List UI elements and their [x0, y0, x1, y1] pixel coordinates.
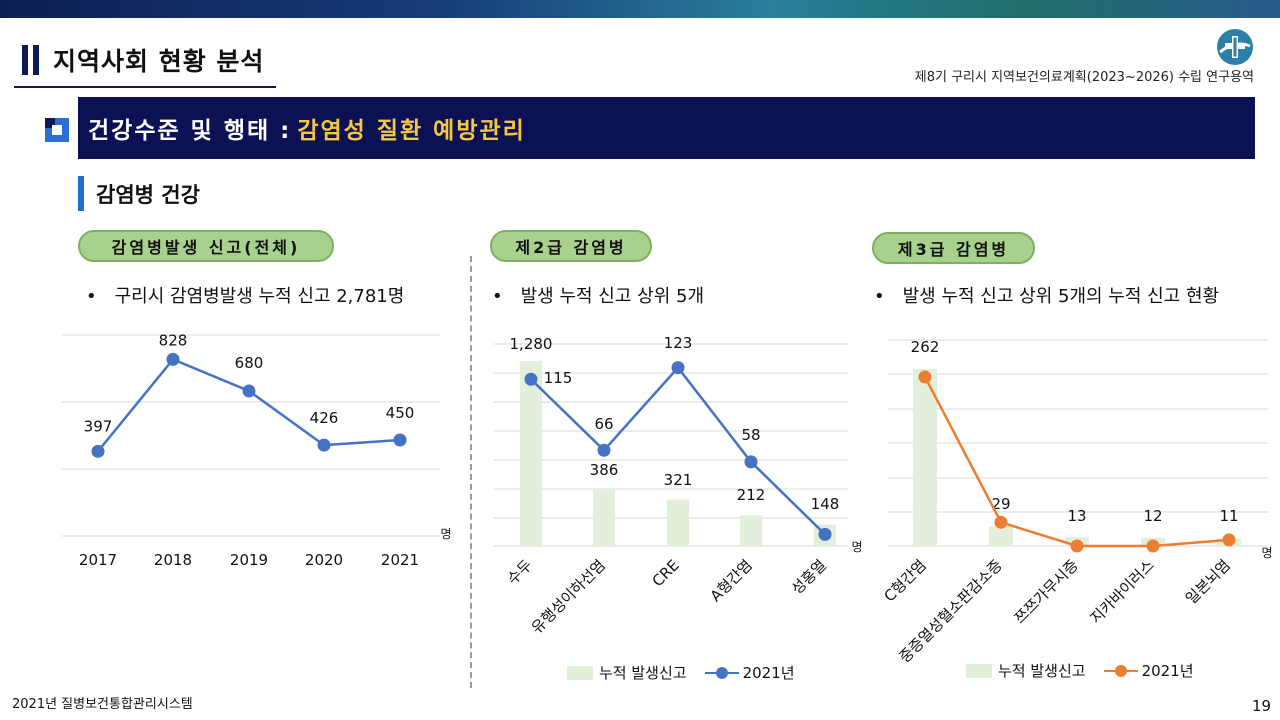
bar-label: 12 [1143, 507, 1162, 525]
x-tick-label: 쯔쯔가무시증 [1011, 556, 1082, 627]
sub-heading-marker [78, 176, 84, 211]
bar-label: 212 [737, 486, 766, 504]
data-point [1222, 533, 1236, 547]
legend-line-label: 2021년 [1141, 662, 1194, 680]
bar [667, 499, 689, 546]
source-footer: 2021년 질병보건통합관리시스템 [12, 697, 193, 712]
line-label: 66 [594, 415, 613, 433]
data-label: 828 [159, 331, 188, 349]
legend-bar-label: 누적 발생신고 [599, 664, 687, 682]
bar-label: 11 [1219, 507, 1238, 525]
data-point [242, 384, 256, 398]
line-label: 58 [741, 426, 760, 444]
x-tick-label: 2021 [381, 551, 419, 569]
panel-3-bullet: • 발생 누적 신고 상위 5개의 누적 신고 현황 [874, 286, 1220, 307]
data-point [166, 352, 180, 366]
legend-bar-swatch [966, 663, 992, 678]
data-point [744, 455, 758, 469]
x-tick-label: C형간염 [880, 556, 929, 605]
bar [520, 361, 542, 546]
unit-label: 명 [1261, 546, 1272, 560]
cross-emblem-icon [1217, 29, 1253, 65]
data-point [597, 443, 611, 457]
bar [989, 526, 1013, 546]
bar [913, 368, 937, 546]
x-tick-label: 일본뇌염 [1182, 556, 1234, 608]
report-subtitle: 제8기 구리시 지역보건의료계획(2023~2026) 수립 연구용역 [914, 70, 1254, 85]
panel-3-bullet-text: 발생 누적 신고 상위 5개의 누적 신고 현황 [902, 286, 1220, 307]
chart-3-legend: 누적 발생신고 2021년 [966, 660, 1194, 681]
data-point [1146, 539, 1160, 553]
panel-2-pill: 제2급 감염병 [490, 230, 652, 262]
data-point [524, 372, 538, 386]
data-label: 450 [386, 404, 415, 422]
banner-text-main: 건강수준 및 행태 : [88, 118, 292, 144]
legend-bar-label: 누적 발생신고 [998, 662, 1086, 680]
data-point [994, 515, 1008, 529]
data-point [818, 527, 832, 541]
line-label: 123 [664, 334, 693, 352]
sub-heading-text: 감염병 건강 [96, 182, 200, 207]
section-title-underline [14, 86, 276, 88]
bar-label: 1,280 [510, 335, 553, 353]
data-point [393, 433, 407, 447]
banner-text-highlight: 감염성 질환 예방관리 [297, 118, 526, 144]
bar-label: 29 [991, 495, 1010, 513]
bar-label: 386 [590, 461, 619, 479]
data-point [317, 438, 331, 452]
data-point [1070, 539, 1084, 553]
bar-label: 13 [1067, 507, 1086, 525]
x-tick-label: 2017 [79, 551, 117, 569]
data-label: 426 [310, 409, 339, 427]
unit-label: 명 [851, 540, 862, 554]
bar-label: 262 [911, 338, 940, 356]
x-tick-label: 지카바이러스 [1087, 556, 1158, 627]
bar-label: 321 [664, 471, 693, 489]
data-point [918, 370, 932, 384]
chart-2-legend: 누적 발생신고 2021년 [567, 662, 795, 683]
bar [740, 515, 762, 546]
panel-2-bullet: • 발생 누적 신고 상위 5개 [492, 286, 705, 307]
sub-heading: 감염병 건강 [78, 176, 200, 211]
x-tick-label: 2019 [230, 551, 268, 569]
panel-1-pill: 감염병발생 신고(전체) [78, 230, 334, 262]
panel-2-bullet-text: 발생 누적 신고 상위 5개 [520, 286, 705, 307]
topic-banner: 건강수준 및 행태 : 감염성 질환 예방관리 [78, 97, 1255, 159]
legend-line-swatch [704, 666, 739, 679]
section-title: 지역사회 현황 분석 [22, 42, 264, 78]
banner-square-icon [45, 118, 69, 142]
x-tick-label: 2020 [305, 551, 343, 569]
section-title-marker [22, 45, 39, 75]
panel-3-pill: 제3급 감염병 [872, 232, 1035, 264]
bar-label: 148 [811, 495, 840, 513]
data-label: 397 [84, 417, 113, 435]
top-gradient-bar [0, 0, 1280, 18]
panel-divider [470, 256, 472, 688]
legend-line-label: 2021년 [742, 664, 795, 682]
data-label: 680 [235, 354, 264, 372]
page-number: 19 [1252, 697, 1272, 715]
legend-line-swatch [1103, 664, 1138, 677]
data-point [671, 361, 685, 375]
panel-1-bullet: • 구리시 감염병발생 누적 신고 2,781명 [86, 286, 405, 307]
x-tick-label: 2018 [154, 551, 192, 569]
bar [593, 490, 615, 546]
data-point [91, 444, 105, 458]
panel-1-bullet-text: 구리시 감염병발생 누적 신고 2,781명 [114, 286, 405, 307]
section-title-text: 지역사회 현황 분석 [53, 47, 265, 76]
unit-label: 명 [440, 527, 451, 541]
line-label: 115 [544, 369, 573, 387]
legend-bar-swatch [567, 665, 593, 680]
